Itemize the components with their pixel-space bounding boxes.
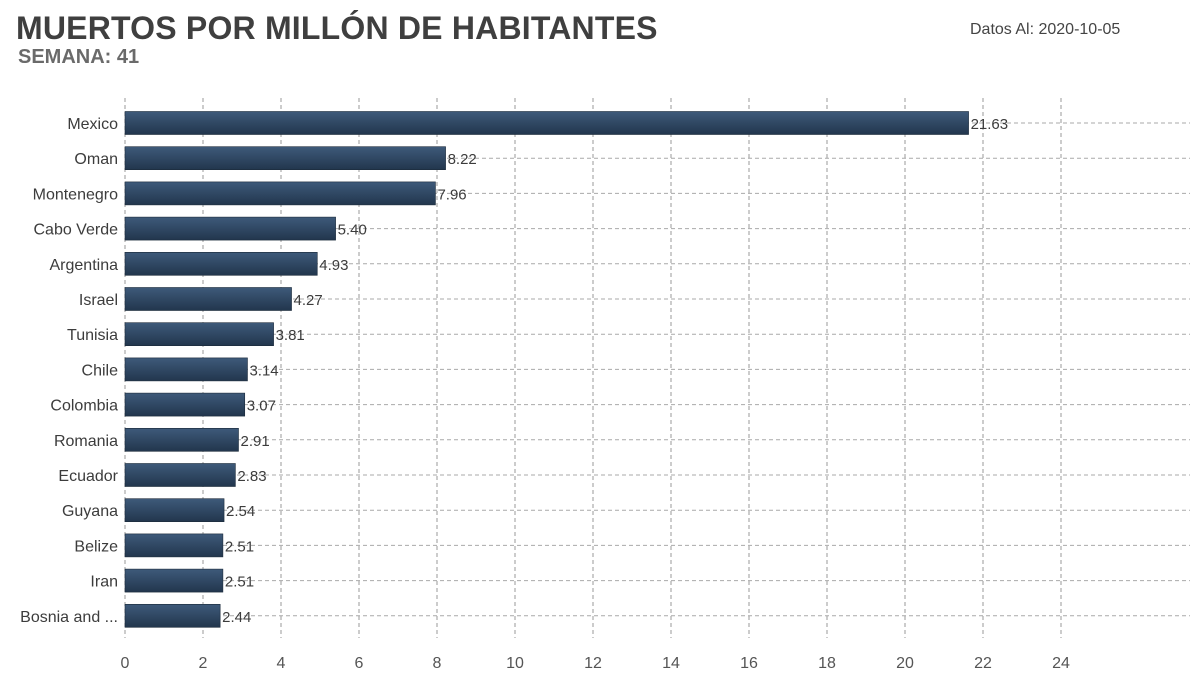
bar xyxy=(124,392,246,417)
data-label: 2.83 xyxy=(237,468,266,485)
bar xyxy=(124,111,969,135)
category-label: Tunisia xyxy=(67,327,118,344)
bar xyxy=(124,357,248,382)
chart-title: MUERTOS POR MILLÓN DE HABITANTES xyxy=(16,10,658,46)
category-label: Montenegro xyxy=(33,186,118,203)
bars xyxy=(124,111,969,628)
category-label: Bosnia and ... xyxy=(20,609,118,626)
x-tick-label: 4 xyxy=(277,655,286,672)
category-label: Oman xyxy=(74,151,118,168)
category-label: Chile xyxy=(82,362,119,379)
x-tick-label: 14 xyxy=(662,655,680,672)
data-label: 4.93 xyxy=(319,257,348,274)
x-tick-label: 22 xyxy=(974,655,992,672)
data-label: 2.51 xyxy=(225,538,254,555)
data-label: 2.44 xyxy=(222,609,251,626)
bar xyxy=(124,427,239,452)
category-label: Argentina xyxy=(50,257,119,274)
data-date: Datos Al: 2020-10-05 xyxy=(970,21,1121,38)
data-label: 8.22 xyxy=(448,151,477,168)
bar xyxy=(124,533,224,558)
category-label: Cabo Verde xyxy=(33,222,118,239)
data-label: 3.07 xyxy=(247,398,276,415)
bar xyxy=(124,322,274,347)
data-label: 3.14 xyxy=(249,362,278,379)
x-tick-label: 10 xyxy=(506,655,524,672)
data-label: 21.63 xyxy=(971,116,1009,133)
bar xyxy=(124,568,224,593)
x-tick-label: 16 xyxy=(740,655,758,672)
x-tick-label: 18 xyxy=(818,655,836,672)
category-label: Iran xyxy=(90,574,118,591)
category-label: Guyana xyxy=(62,503,118,520)
x-tick-label: 6 xyxy=(355,655,364,672)
data-label: 2.54 xyxy=(226,503,255,520)
x-tick-label: 8 xyxy=(433,655,442,672)
category-label: Romania xyxy=(54,433,118,450)
data-label: 3.81 xyxy=(276,327,305,344)
x-tick-label: 20 xyxy=(896,655,914,672)
data-label: 4.27 xyxy=(294,292,323,309)
bar xyxy=(124,603,221,628)
bar xyxy=(124,216,336,241)
bar xyxy=(124,287,292,311)
x-tick-label: 0 xyxy=(121,655,130,672)
category-label: Israel xyxy=(79,292,118,309)
x-tick-label: 12 xyxy=(584,655,602,672)
category-label: Belize xyxy=(74,538,118,555)
category-label: Colombia xyxy=(50,398,118,415)
grid-lines xyxy=(124,98,1190,638)
bar xyxy=(124,252,318,276)
bar xyxy=(124,146,446,170)
bar xyxy=(124,498,225,523)
bar xyxy=(124,463,236,487)
bar xyxy=(124,181,436,206)
chart-subtitle: SEMANA: 41 xyxy=(18,46,140,68)
data-label: 2.91 xyxy=(240,433,269,450)
x-tick-label: 2 xyxy=(199,655,208,672)
data-label: 5.40 xyxy=(338,222,367,239)
x-tick-label: 24 xyxy=(1052,655,1070,672)
data-label: 2.51 xyxy=(225,574,254,591)
data-label: 7.96 xyxy=(437,186,466,203)
category-label: Ecuador xyxy=(58,468,118,485)
category-label: Mexico xyxy=(67,116,118,133)
